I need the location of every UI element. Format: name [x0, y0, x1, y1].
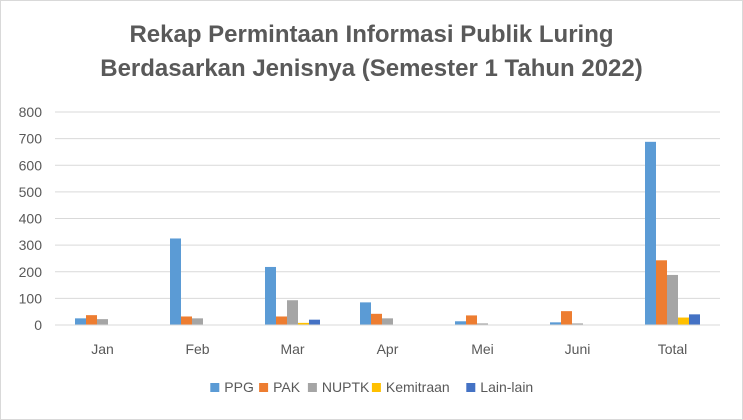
x-tick-label-feb: Feb	[185, 341, 209, 357]
x-axis-ticks: Jan Feb Mar Apr Mei Juni Total	[55, 324, 720, 357]
x-tick-label-juni: Juni	[565, 341, 591, 357]
bar-pak-jan	[86, 315, 97, 325]
y-tick-label-300: 300	[19, 237, 43, 253]
x-tick-label-mar: Mar	[280, 341, 304, 357]
bar-nuptk-feb	[192, 318, 203, 325]
y-tick-label-600: 600	[19, 157, 43, 173]
chart-title-line-2: Berdasarkan Jenisnya (Semester 1 Tahun 2…	[100, 55, 643, 82]
bar-kemitraan-mar	[298, 322, 309, 325]
bar-pak-mei	[466, 315, 477, 325]
legend: PPG PAK NUPTK Kemitraan Lain-lain	[210, 379, 533, 395]
chart-title-line-1: Rekap Permintaan Informasi Publik Luring	[129, 21, 614, 48]
bar-ppg-total	[645, 141, 656, 325]
y-tick-label-800: 800	[19, 104, 43, 120]
bar-nuptk-mei	[477, 323, 488, 325]
y-tick-label-0: 0	[34, 317, 42, 333]
bar-pak-total	[656, 260, 667, 325]
bar-pak-mar	[276, 316, 287, 325]
y-tick-label-100: 100	[19, 290, 43, 306]
bar-nuptk-jan	[97, 319, 108, 325]
bar-ppg-mei	[455, 321, 466, 325]
bar-nuptk-total	[667, 274, 678, 325]
x-tick-label-apr: Apr	[377, 341, 399, 357]
legend-label-pak: PAK	[273, 379, 301, 395]
y-axis-ticks: 0 100 200 300 400 500 600 700 800	[19, 104, 43, 333]
bars	[75, 141, 700, 325]
bar-kemitraan-total	[678, 317, 689, 325]
bar-ppg-jan	[75, 318, 86, 325]
legend-label-ppg: PPG	[224, 379, 254, 395]
bar-lain-lain-mar	[309, 319, 320, 325]
bar-pak-apr	[371, 313, 382, 325]
legend-swatch-lain-lain	[466, 383, 476, 392]
legend-swatch-pak	[259, 383, 269, 392]
legend-label-kemitraan: Kemitraan	[386, 379, 450, 395]
bar-nuptk-mar	[287, 300, 298, 325]
bar-ppg-juni	[550, 322, 561, 325]
x-tick-label-total: Total	[658, 341, 688, 357]
gridlines	[55, 111, 720, 326]
y-tick-label-700: 700	[19, 131, 43, 147]
legend-label-lain-lain: Lain-lain	[480, 379, 533, 395]
legend-swatch-nuptk	[307, 383, 317, 392]
bar-nuptk-apr	[382, 318, 393, 325]
legend-swatch-ppg	[210, 383, 220, 392]
bar-pak-feb	[181, 316, 192, 325]
bar-ppg-apr	[360, 302, 371, 325]
legend-swatch-kemitraan	[371, 383, 381, 392]
y-tick-label-200: 200	[19, 264, 43, 280]
x-tick-label-jan: Jan	[91, 341, 114, 357]
bar-pak-juni	[561, 311, 572, 325]
bar-lain-lain-total	[689, 314, 700, 325]
y-tick-label-500: 500	[19, 184, 43, 200]
x-tick-label-mei: Mei	[471, 341, 494, 357]
bar-ppg-feb	[170, 238, 181, 325]
legend-label-nuptk: NUPTK	[322, 379, 370, 395]
bar-ppg-mar	[265, 266, 276, 325]
y-tick-label-400: 400	[19, 211, 43, 227]
bar-nuptk-juni	[572, 323, 583, 325]
chart-title: Rekap Permintaan Informasi Publik Luring…	[0, 18, 743, 86]
